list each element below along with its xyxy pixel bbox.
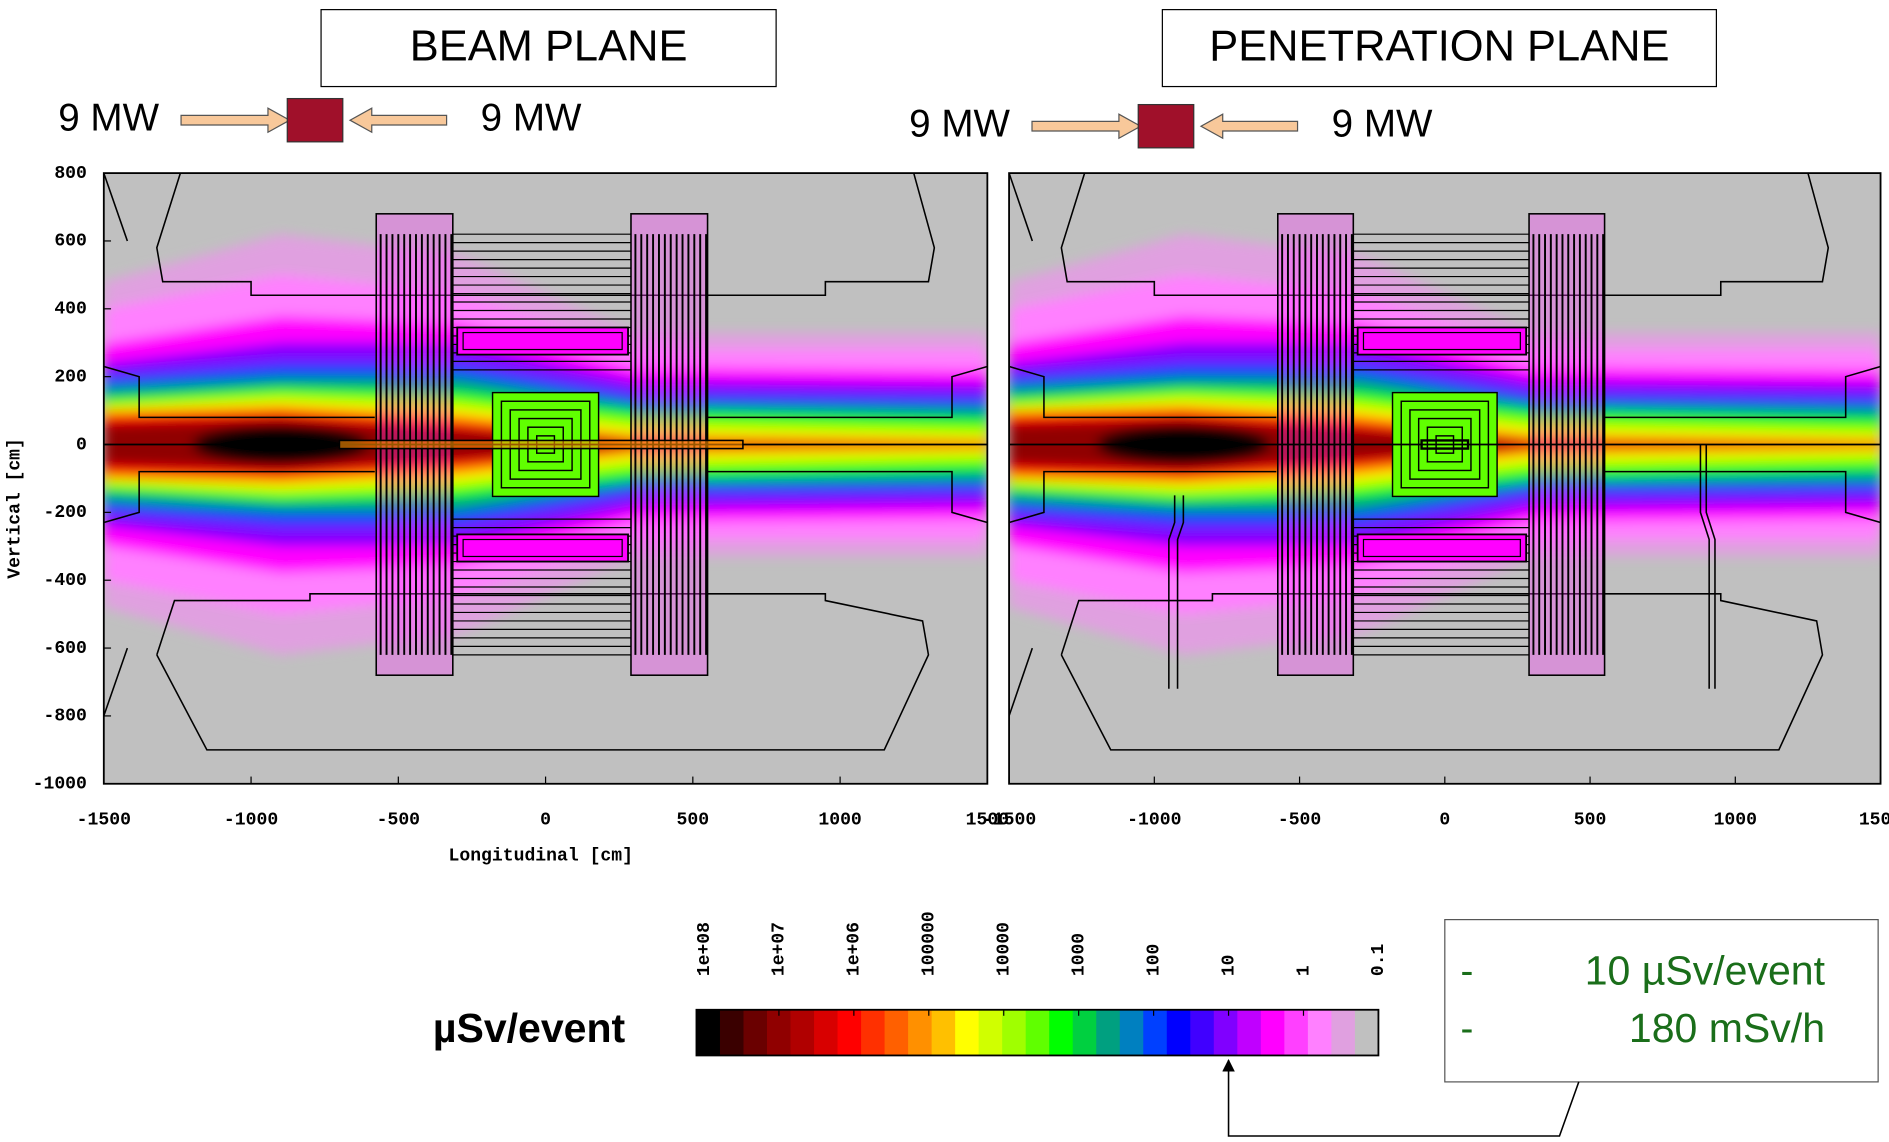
- colorbar-segment: [1261, 1010, 1285, 1056]
- colorbar-segment: [1026, 1010, 1050, 1056]
- y-tick-label: -800: [43, 707, 86, 727]
- beam-arrow: [350, 108, 447, 132]
- inner-magnet: [1358, 327, 1526, 354]
- x-tick-label: -500: [377, 811, 420, 831]
- colorbar-segment: [861, 1010, 885, 1056]
- colorbar-segment: [1143, 1010, 1167, 1056]
- colorbar-label: µSv/event: [433, 1005, 626, 1051]
- colorbar-tick-label: 1e+07: [770, 922, 790, 976]
- colorbar-tick-label: 1e+08: [695, 922, 715, 976]
- beam-arrow: [1201, 114, 1298, 138]
- colorbar-tick-label: 1000: [1069, 933, 1089, 976]
- colorbar-tick-label: 1: [1294, 965, 1314, 976]
- target: [287, 99, 343, 142]
- colorbar-tick-label: 100000: [920, 911, 940, 976]
- colorbar-segment: [1237, 1010, 1261, 1056]
- colorbar-segment: [932, 1010, 956, 1056]
- x-tick-label: 0: [540, 811, 551, 831]
- annotation-text: 10 µSv/event: [1585, 948, 1826, 994]
- x-tick-label: 500: [1574, 811, 1607, 831]
- x-tick-label: 1500: [1859, 811, 1889, 831]
- colorbar-segment: [791, 1010, 815, 1056]
- y-tick-label: -1000: [33, 775, 87, 795]
- colorbar-segment: [1190, 1010, 1214, 1056]
- x-tick-label: -1500: [77, 811, 131, 831]
- x-tick-label: 1000: [1714, 811, 1757, 831]
- y-tick-label: 600: [54, 232, 87, 252]
- colorbar-segment: [1355, 1010, 1379, 1056]
- colorbar-segment: [838, 1010, 862, 1056]
- y-tick-label: 0: [76, 435, 87, 455]
- colorbar-segment: [1049, 1010, 1073, 1056]
- colorbar-segment: [1284, 1010, 1308, 1056]
- y-tick-label: 400: [54, 300, 87, 320]
- y-tick-label: 200: [54, 367, 87, 387]
- x-axis-label: Longitudinal [cm]: [449, 847, 633, 867]
- power-label: 9 MW: [909, 102, 1010, 145]
- heatmap: [1009, 173, 1880, 784]
- colorbar-segment: [1167, 1010, 1191, 1056]
- y-tick-label: -200: [43, 503, 86, 523]
- x-tick-label: 1000: [818, 811, 861, 831]
- colorbar-segment: [1002, 1010, 1026, 1056]
- colorbar-segment: [720, 1010, 744, 1056]
- power-label: 9 MW: [481, 96, 582, 139]
- plot-title: PENETRATION PLANE: [1209, 23, 1669, 71]
- power-label: 9 MW: [1332, 102, 1433, 145]
- colorbar-segment: [1308, 1010, 1332, 1056]
- colorbar-segment: [955, 1010, 979, 1056]
- inner-magnet: [1358, 534, 1526, 561]
- annotation-bullet: -: [1461, 1008, 1474, 1051]
- colorbar-segment: [814, 1010, 838, 1056]
- x-tick-label: 0: [1439, 811, 1450, 831]
- y-tick-label: -400: [43, 571, 86, 591]
- colorbar-segment: [1331, 1010, 1355, 1056]
- x-tick-label: -1000: [224, 811, 278, 831]
- colorbar-segment: [743, 1010, 767, 1056]
- heatmap: [104, 173, 988, 784]
- colorbar-segment: [908, 1010, 932, 1056]
- colorbar-segment: [885, 1010, 909, 1056]
- y-tick-label: -600: [43, 639, 86, 659]
- inner-magnet: [457, 327, 628, 354]
- target: [1138, 105, 1194, 148]
- x-tick-label: -500: [1278, 811, 1321, 831]
- x-tick-label: 500: [677, 811, 710, 831]
- y-axis-label: Vertical [cm]: [5, 438, 25, 579]
- plot-title: BEAM PLANE: [410, 23, 688, 71]
- beam-pipe: [339, 440, 742, 448]
- annotation-text: 180 mSv/h: [1629, 1005, 1825, 1051]
- beam-arrow: [181, 108, 290, 132]
- colorbar-segment: [1120, 1010, 1144, 1056]
- colorbar-segment: [1214, 1010, 1238, 1056]
- x-tick-label: -1000: [1127, 811, 1181, 831]
- power-label: 9 MW: [58, 96, 159, 139]
- figure: BEAM PLANE9 MW9 MW-1500-1000-50005001000…: [0, 0, 1889, 1142]
- colorbar-tick-label: 10: [1219, 954, 1239, 976]
- colorbar-tick-label: 1e+06: [845, 922, 865, 976]
- y-tick-label: 800: [54, 164, 87, 184]
- colorbar-segment: [696, 1010, 720, 1056]
- colorbar-segment: [979, 1010, 1003, 1056]
- beam-arrow: [1032, 114, 1141, 138]
- annotation-bullet: -: [1461, 950, 1474, 993]
- colorbar-tick-label: 100: [1144, 944, 1164, 976]
- x-tick-label: -1500: [982, 811, 1036, 831]
- colorbar-segment: [767, 1010, 791, 1056]
- colorbar-segment: [1073, 1010, 1097, 1056]
- colorbar-segment: [1096, 1010, 1120, 1056]
- colorbar-tick-label: 0.1: [1369, 944, 1389, 977]
- colorbar-tick-label: 10000: [994, 922, 1014, 976]
- annotation-box: [1445, 920, 1878, 1082]
- inner-magnet: [457, 534, 628, 561]
